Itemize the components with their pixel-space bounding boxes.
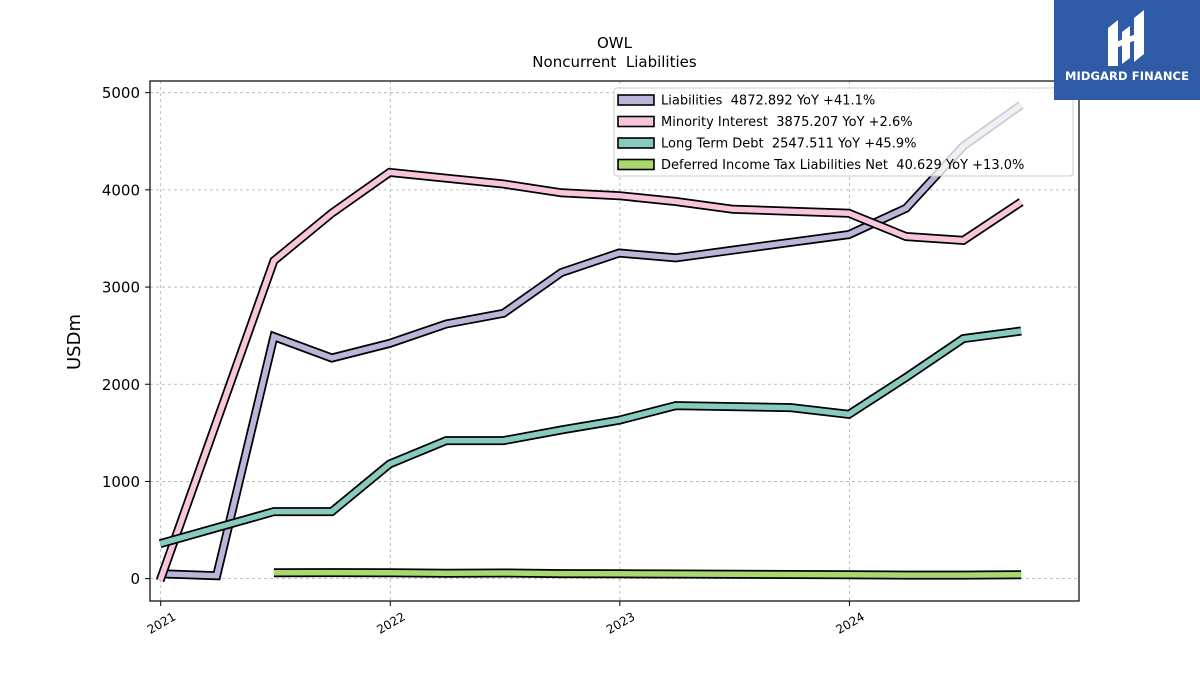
series-line-fill [273,569,1022,578]
logo-text: MIDGARD FINANCE [1064,69,1190,83]
x-tick-label: 2023 [604,609,637,636]
midgard-finance-logo: MIDGARD FINANCE [1054,0,1200,100]
x-tick-label: 2021 [145,609,178,636]
series-line [155,167,1024,583]
chart-title: OWL [597,34,633,52]
y-tick-label: 5000 [102,84,140,102]
legend-box [613,87,1074,177]
series-line [273,568,1022,580]
legend-entry: Deferred Income Tax Liabilities Net 40.6… [661,158,1024,173]
legend: Liabilities 4872.892 YoY +41.1% Minority … [613,87,1074,177]
series-line-fill [157,169,1023,582]
series-line-fill [159,328,1022,547]
x-tick-label: 2024 [833,609,866,636]
y-tick-label: 2000 [102,376,140,394]
legend-entry: Long Term Debt 2547.511 YoY +45.9% [661,137,916,152]
series-line [158,326,1022,549]
y-tick-label: 1000 [102,473,140,491]
x-axis: 2021 2022 2023 2024 [145,601,867,637]
series-layer [155,101,1024,583]
x-tick-label: 2022 [374,609,407,636]
y-axis: 0 1000 2000 3000 4000 5000 [102,84,150,588]
legend-entry: Minority Interest 3875.207 YoY +2.6% [661,115,913,130]
legend-swatch [617,137,655,149]
y-tick-label: 3000 [102,279,140,297]
y-tick-label: 4000 [102,181,140,199]
legend-swatch [617,115,655,128]
logo-mark-icon [1108,10,1144,66]
legend-swatch [617,158,655,171]
legend-swatch [617,94,655,106]
chart-subtitle: Noncurrent Liabilities [532,53,697,71]
plot-frame [149,80,1080,602]
y-axis-label: USDm [64,314,85,370]
legend-entry: Liabilities 4872.892 YoY +41.1% [661,94,875,109]
y-tick-label: 0 [130,570,140,588]
